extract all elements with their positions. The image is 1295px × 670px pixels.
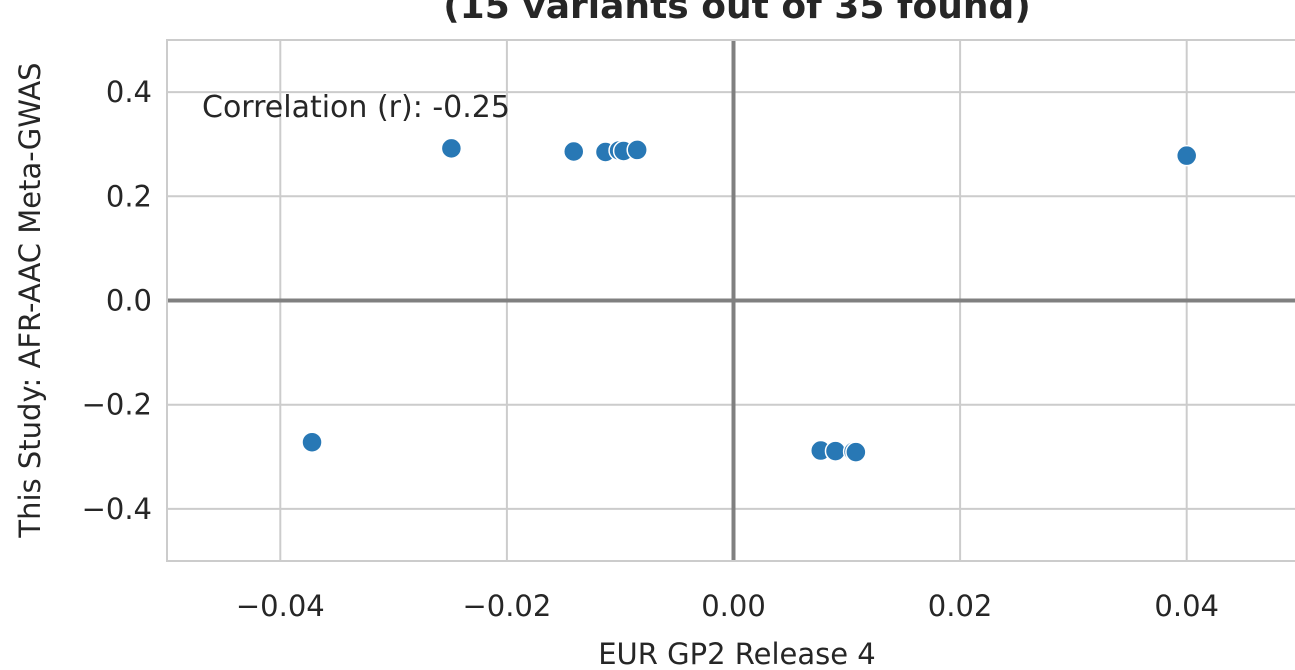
x-tick-label: 0.02 <box>928 589 993 623</box>
data-point <box>824 440 847 462</box>
y-tick-label: −0.4 <box>82 492 152 526</box>
x-tick-labels: −0.04 −0.02 0.00 0.02 0.04 <box>236 589 1219 623</box>
y-axis-label: This Study: AFR-AAC Meta-GWAS <box>13 62 47 538</box>
data-point <box>845 441 867 463</box>
data-point <box>301 431 323 453</box>
plot-area-frame <box>166 39 1295 562</box>
data-points <box>301 137 1198 463</box>
correlation-annotation: Correlation (r): -0.25 <box>202 90 510 125</box>
chart-title: (15 variants out of 35 found) <box>443 0 1031 27</box>
x-tick-label: 0.00 <box>701 589 766 623</box>
y-tick-labels: 0.4 0.2 0.0 −0.2 −0.4 <box>82 75 152 526</box>
data-point <box>562 140 585 163</box>
y-tick-label: 0.4 <box>106 75 152 109</box>
y-tick-label: 0.2 <box>106 179 152 213</box>
data-point <box>626 139 648 161</box>
y-tick-label: −0.2 <box>82 388 152 422</box>
x-tick-label: 0.04 <box>1154 589 1219 623</box>
zero-lines <box>167 40 1295 561</box>
y-tick-label: 0.0 <box>106 284 152 318</box>
x-tick-label: −0.04 <box>236 589 325 623</box>
x-tick-label: −0.02 <box>462 589 551 623</box>
data-point <box>440 137 463 160</box>
x-axis-label: EUR GP2 Release 4 <box>598 637 876 670</box>
data-point <box>1175 144 1198 167</box>
